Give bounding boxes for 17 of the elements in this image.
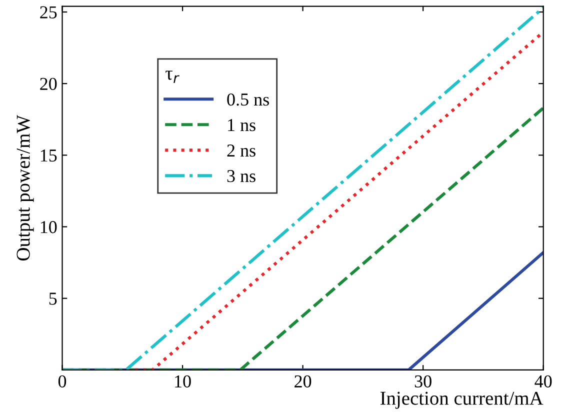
x-tick-label: 20 (294, 375, 312, 388)
y-tick-label: 15 (40, 150, 57, 162)
y-tick-label: 5 (49, 292, 57, 305)
y-tick-label: 10 (40, 221, 57, 234)
x-axis-title: Injection current/mA (380, 392, 544, 409)
legend-title: τ$_{r}$ (166, 70, 180, 83)
legend-label: 2 ns (227, 144, 256, 157)
y-axis-title: Output power/mW (16, 114, 34, 260)
x-tick-label: 0 (58, 375, 66, 388)
x-tick-label: 30 (414, 375, 432, 388)
y-tick-label: 25 (40, 6, 57, 18)
x-tick-label: 10 (175, 375, 191, 388)
x-tick-label: 40 (534, 375, 552, 388)
legend-label: 0.5 ns (227, 93, 269, 106)
y-tick-label: 20 (40, 78, 57, 90)
legend-label: 3 ns (227, 170, 256, 182)
legend-label: 1 ns (228, 119, 256, 132)
